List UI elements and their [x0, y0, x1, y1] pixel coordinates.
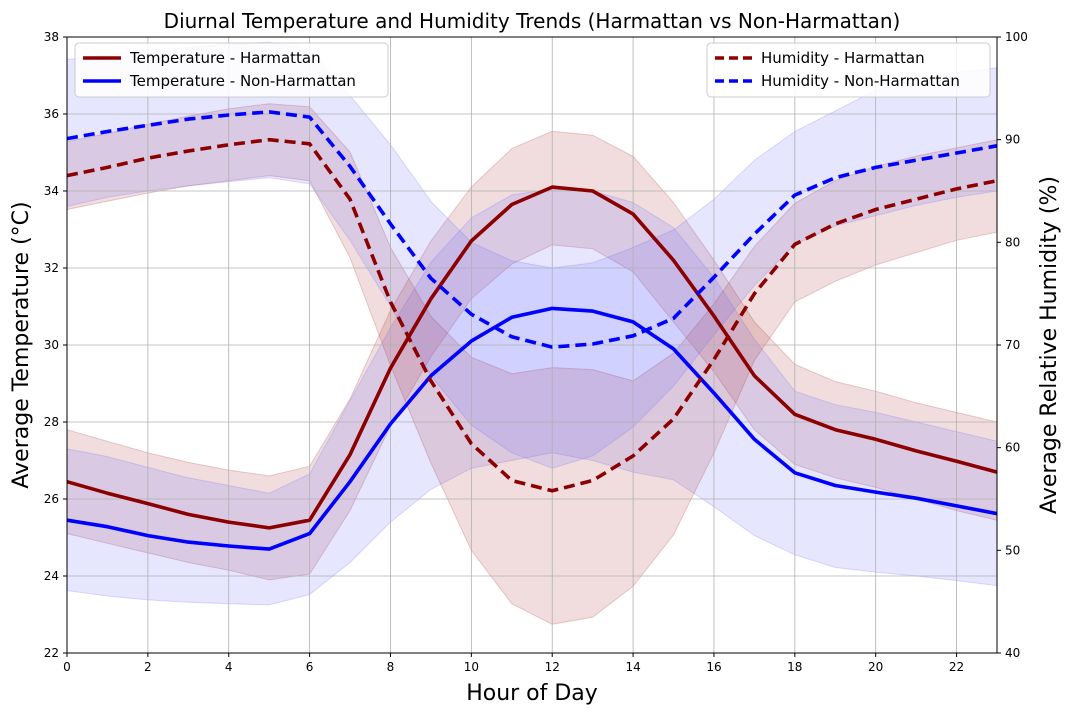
x-tick-label: 8: [387, 660, 395, 674]
legend-box: [706, 42, 991, 98]
x-tick-label: 4: [225, 660, 233, 674]
y-right-tick-label: 60: [1005, 441, 1020, 455]
series-line-humidity-non-harmattan: [66, 110, 998, 349]
x-tick-label: 10: [464, 660, 479, 674]
y-left-axis-title: Average Temperature (°C): [9, 201, 34, 488]
series-line-temperature-harmattan: [66, 185, 998, 530]
series-line-temperature-non-harmattan: [66, 306, 998, 551]
x-tick-label: 16: [706, 660, 721, 674]
y-left-axis-ticks: 22 24 26 28 30 32 34 36 38: [44, 30, 67, 660]
y-left-tick-label: 28: [44, 415, 59, 429]
y-right-axis-ticks: 40 50 60 70 80 90 100: [997, 30, 1028, 660]
x-tick-label: 12: [545, 660, 560, 674]
x-axis-title: Hour of Day: [466, 681, 598, 706]
y-right-tick-label: 100: [1005, 30, 1028, 44]
chart-title: Diurnal Temperature and Humidity Trends …: [164, 9, 901, 33]
y-left-tick-label: 26: [44, 492, 59, 506]
x-tick-label: 2: [144, 660, 152, 674]
confidence-bands: [66, 41, 998, 625]
legend-label-temperature-non-harmattan: Temperature - Non-Harmattan: [129, 72, 356, 90]
legend-label-temperature-harmattan: Temperature - Harmattan: [129, 49, 321, 67]
y-left-tick-label: 38: [44, 30, 59, 44]
grid: [66, 36, 997, 654]
legend-label-humidity-harmattan: Humidity - Harmattan: [761, 49, 925, 67]
y-right-tick-label: 90: [1005, 133, 1020, 147]
y-left-tick-label: 22: [44, 646, 59, 660]
y-right-tick-label: 80: [1005, 235, 1020, 249]
x-tick-label: 22: [949, 660, 964, 674]
legend-label-humidity-non-harmattan: Humidity - Non-Harmattan: [761, 72, 960, 90]
legend-right: Humidity - Harmattan Humidity - Non-Harm…: [706, 42, 991, 98]
x-tick-label: 6: [306, 660, 314, 674]
x-tick-label: 20: [868, 660, 883, 674]
legend-box: [74, 42, 389, 98]
series-line-humidity-harmattan: [66, 137, 998, 493]
y-right-tick-label: 40: [1005, 646, 1020, 660]
x-axis-ticks: 0 2 4 6 8 10 12 14 16 18 20 22: [63, 653, 964, 674]
y-right-axis-title: Average Relative Humidity (%): [1037, 176, 1062, 514]
y-right-tick-label: 70: [1005, 338, 1020, 352]
legend-left: Temperature - Harmattan Temperature - No…: [74, 42, 389, 98]
x-tick-label: 14: [625, 660, 640, 674]
y-left-tick-label: 36: [44, 107, 59, 121]
series-lines: [66, 110, 998, 551]
x-tick-label: 18: [787, 660, 802, 674]
y-left-tick-label: 34: [44, 184, 59, 198]
y-right-tick-label: 50: [1005, 543, 1020, 557]
y-left-tick-label: 24: [44, 569, 59, 583]
x-tick-label: 0: [63, 660, 71, 674]
y-left-tick-label: 32: [44, 261, 59, 275]
y-left-tick-label: 30: [44, 338, 59, 352]
